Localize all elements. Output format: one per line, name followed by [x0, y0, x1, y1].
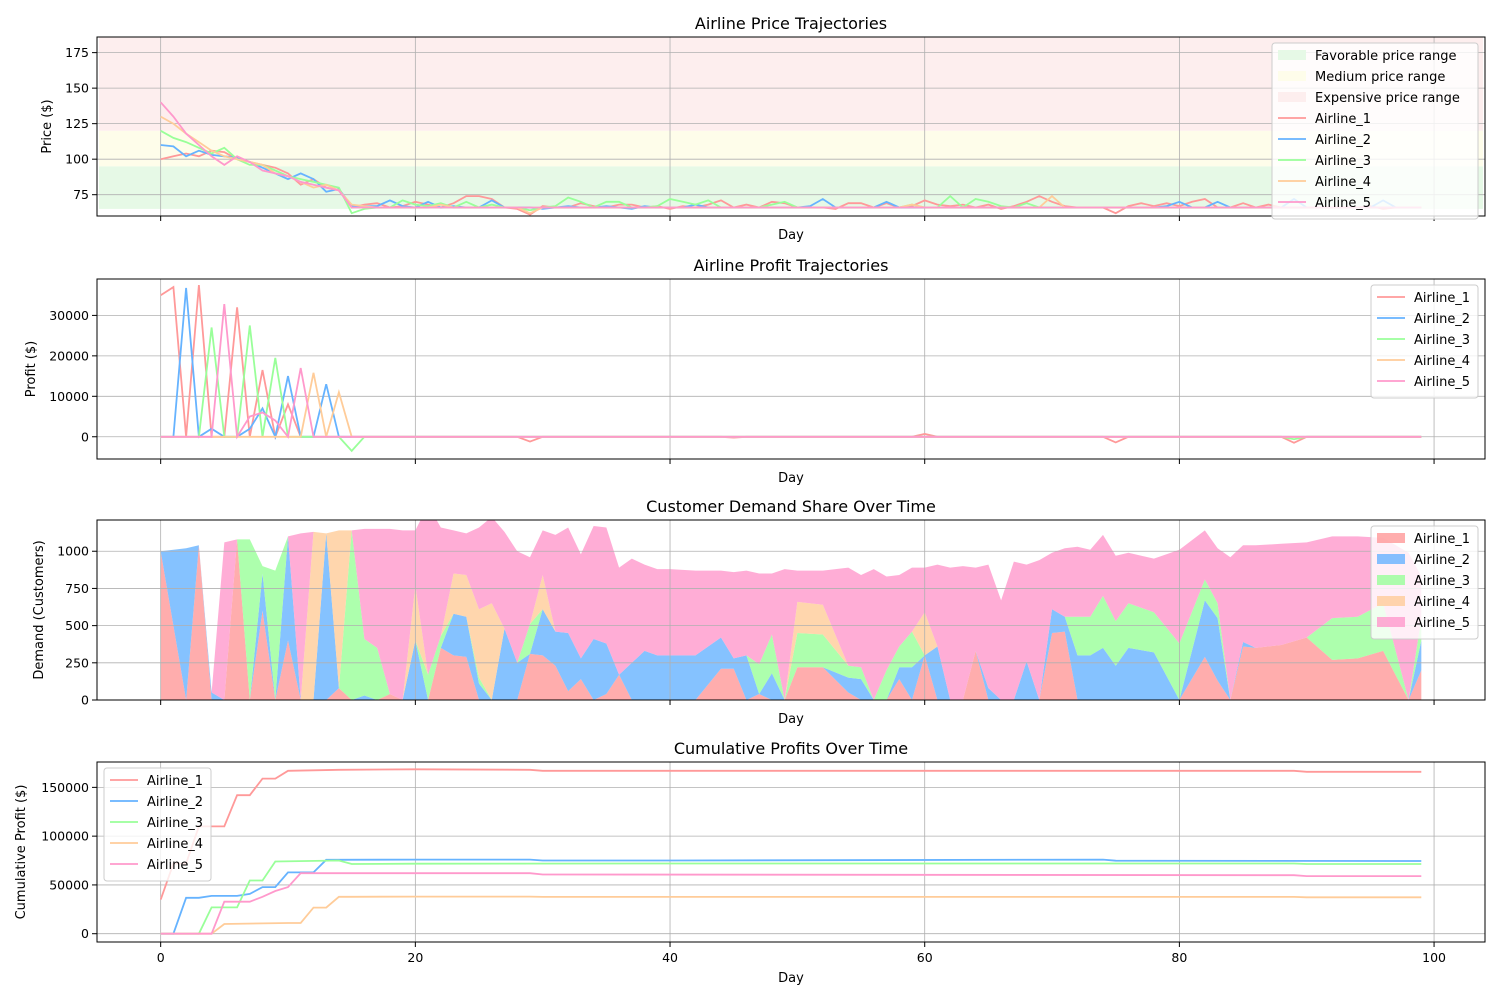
x-tick-label: 100: [1422, 950, 1446, 965]
chart-title: Airline Profit Trajectories: [694, 256, 889, 275]
demand-panel: 0 250 500 750 1000 Customer Demand Share Over…: [32, 497, 1486, 727]
y-axis-label: Price ($): [40, 99, 55, 153]
profit-panel: 0 10000 20000 30000 Airline Profit Trajector…: [24, 256, 1486, 486]
plot-frame: [96, 761, 1486, 943]
legend-box: [1370, 284, 1479, 399]
legend-box: [103, 767, 212, 882]
y-tick-label: 10000: [49, 389, 89, 404]
y-tick-label: 20000: [49, 348, 89, 363]
legend: Favorable price range Medium price range E…: [1271, 42, 1479, 220]
legend-label: Airline_5: [147, 858, 203, 873]
legend-swatch: [1377, 554, 1405, 564]
x-tick-label: 60: [917, 950, 933, 965]
legend-label: Airline_4: [1315, 175, 1371, 190]
legend-label: Medium price range: [1315, 70, 1445, 85]
legend: Airline_1 Airline_2 Airline_3 Airline_4 Airl…: [1370, 284, 1479, 399]
y-tick-label: 500: [65, 618, 89, 633]
y-axis-label: Profit ($): [24, 341, 39, 397]
y-tick-label: 0: [81, 429, 89, 444]
line-airline_5: [160, 304, 1422, 440]
chart-title: Cumulative Profits Over Time: [674, 739, 908, 758]
line-airline_3: [160, 859, 1422, 935]
legend-label: Airline_3: [1414, 574, 1470, 589]
legend-label: Airline_4: [1414, 354, 1470, 369]
legend-label: Airline_3: [147, 816, 203, 831]
line-airline_5: [160, 872, 1422, 935]
area-airline_3: [160, 530, 1422, 700]
legend-label: Airline_5: [1414, 375, 1470, 390]
legend-label: Airline_1: [1414, 291, 1470, 306]
y-tick-label: 150: [65, 81, 89, 96]
x-axis-label: Day: [778, 971, 804, 986]
price-panel: 75 100 125 150 175 Airline Price Trajectories…: [40, 14, 1486, 243]
legend-label: Airline_3: [1414, 333, 1470, 348]
y-tick-label: 50000: [49, 877, 89, 892]
y-tick-label: 100: [65, 152, 89, 167]
legend-swatch: [1377, 575, 1405, 585]
legend-label: Expensive price range: [1315, 91, 1460, 106]
x-axis-label: Day: [778, 471, 804, 486]
legend-label: Airline_2: [1414, 312, 1470, 327]
legend-label: Airline_5: [1414, 616, 1470, 631]
legend: Airline_1 Airline_2 Airline_3 Airline_4 Airl…: [103, 767, 212, 882]
y-tick-label: 150000: [41, 780, 89, 795]
legend-label: Airline_4: [1414, 595, 1470, 610]
x-tick-label: 40: [662, 950, 678, 965]
y-tick-label: 30000: [49, 308, 89, 323]
x-axis-label: Day: [778, 228, 804, 243]
x-tick-label: 20: [407, 950, 423, 965]
band-medium: [99, 130, 1483, 167]
y-tick-label: 75: [73, 187, 89, 202]
area-airline_1: [160, 539, 1422, 700]
legend-swatch: [1377, 617, 1405, 627]
x-tick-label: 0: [157, 950, 165, 965]
y-tick-label: 1000: [57, 544, 89, 559]
legend-box: [1271, 42, 1479, 220]
legend-label: Favorable price range: [1315, 49, 1457, 64]
legend-label: Airline_5: [1315, 196, 1371, 211]
x-tick-label: 80: [1171, 950, 1187, 965]
line-airline_4: [160, 372, 1422, 438]
legend-swatch: [1278, 92, 1306, 102]
cumulative-panel: 0 20 40 60 80 100 0 50000 100000 150000 Cumulative…: [14, 739, 1486, 986]
y-axis-label: Demand (Customers): [32, 540, 47, 679]
y-tick-label: 0: [81, 926, 89, 941]
y-tick-label: 175: [65, 45, 89, 60]
line-airline_1: [159, 768, 1422, 900]
legend-swatch: [1377, 596, 1405, 606]
plot-frame: [96, 278, 1486, 460]
y-tick-label: 100000: [41, 829, 89, 844]
legend-label: Airline_1: [1414, 532, 1470, 547]
line-airline_5: [160, 101, 1422, 209]
legend-label: Airline_2: [147, 795, 203, 810]
legend-label: Airline_1: [147, 774, 203, 789]
legend: Airline_1 Airline_2 Airline_3 Airline_4 Airl…: [1370, 525, 1479, 640]
legend-label: Airline_4: [147, 837, 203, 852]
chart-title: Airline Price Trajectories: [695, 14, 887, 33]
legend-label: Airline_2: [1315, 133, 1371, 148]
area-airline_5: [160, 520, 1422, 700]
y-tick-label: 250: [65, 655, 89, 670]
area-airline_2: [160, 533, 1422, 700]
x-axis-label: Day: [778, 712, 804, 727]
line-airline_2: [160, 287, 1422, 440]
y-axis-label: Cumulative Profit ($): [14, 785, 29, 920]
line-airline_2: [160, 858, 1422, 935]
legend-label: Airline_2: [1414, 553, 1470, 568]
y-tick-label: 0: [81, 693, 89, 708]
legend-label: Airline_3: [1315, 154, 1371, 169]
line-airline_4: [160, 895, 1422, 935]
legend-label: Airline_1: [1315, 112, 1371, 127]
chart-title: Customer Demand Share Over Time: [646, 497, 936, 516]
y-tick-label: 125: [65, 116, 89, 131]
legend-swatch: [1377, 533, 1405, 543]
line-airline_1: [160, 285, 1422, 444]
legend-swatch: [1278, 50, 1306, 60]
y-tick-label: 750: [65, 581, 89, 596]
plot-frame: [96, 36, 1486, 217]
plot-frame: [96, 519, 1486, 701]
area-airline_4: [160, 530, 1422, 700]
legend-swatch: [1278, 71, 1306, 81]
